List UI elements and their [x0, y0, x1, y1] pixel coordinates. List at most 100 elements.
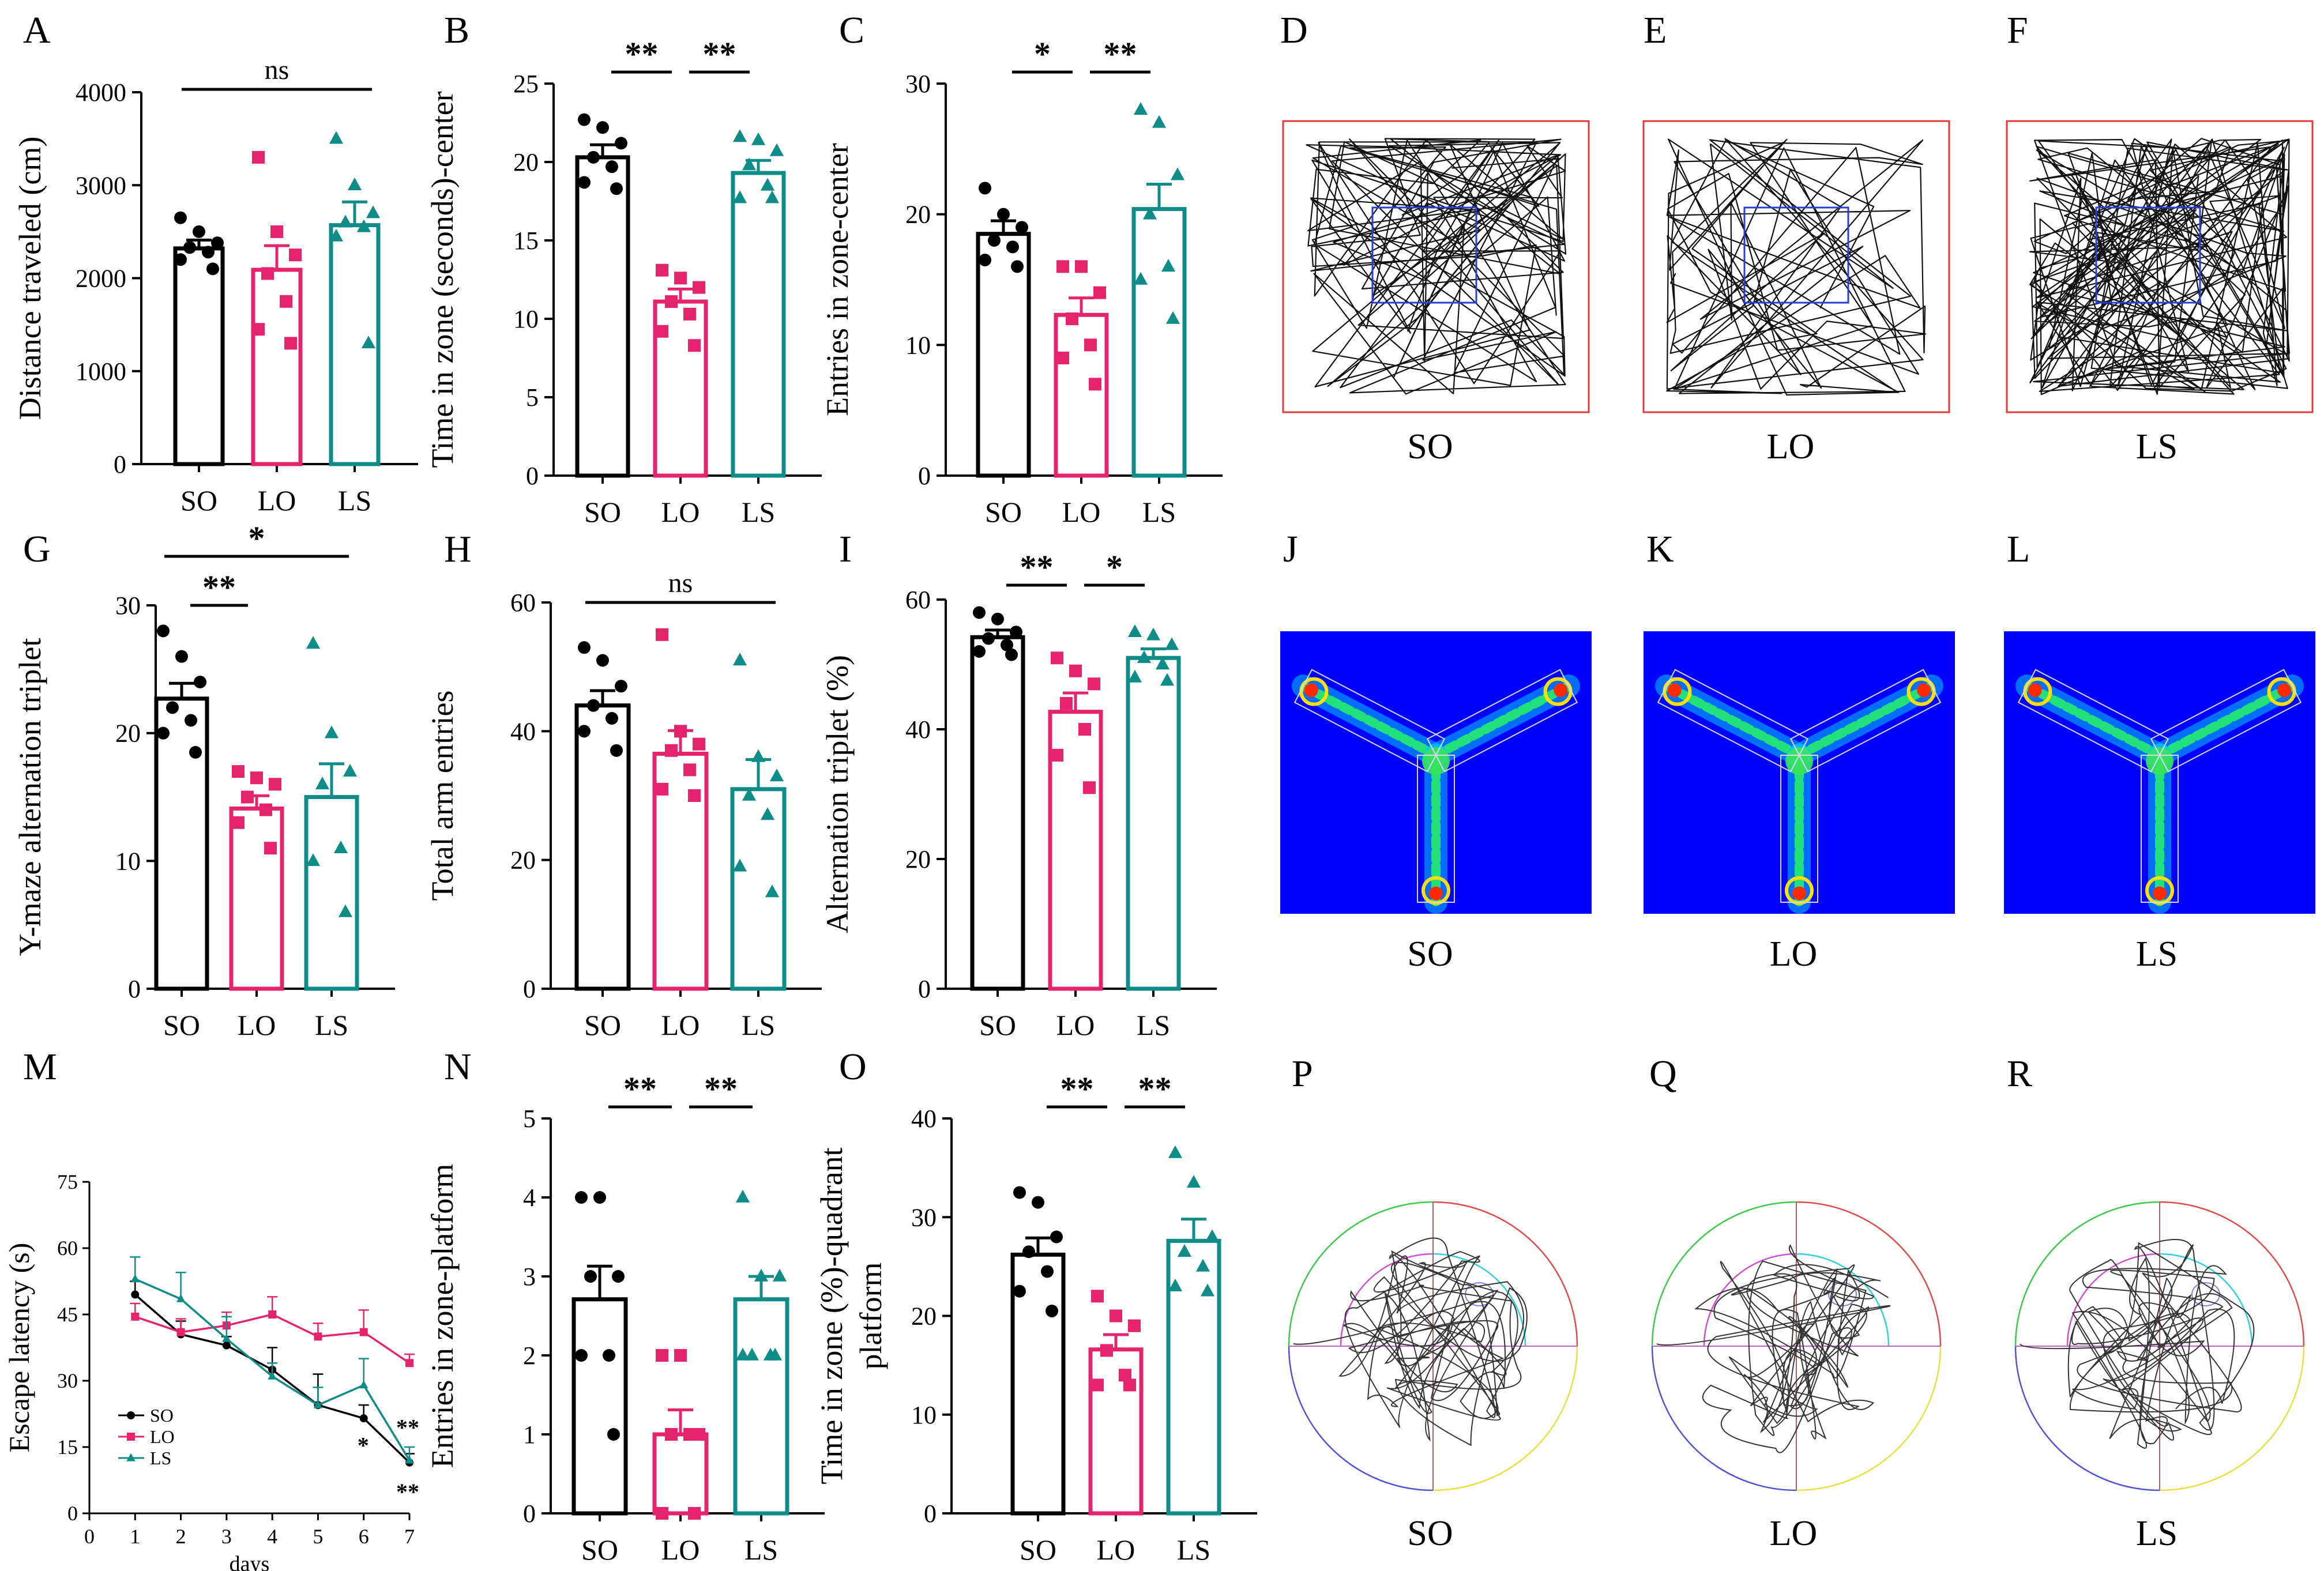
trajectory-path	[1306, 138, 1567, 395]
pool-arc-sw	[2014, 1346, 2160, 1491]
pool-arc-nw	[1651, 1201, 1797, 1347]
data-point-LO	[656, 782, 668, 796]
y-tick-label: 0	[526, 462, 539, 490]
data-point-LO	[314, 1332, 322, 1341]
data-point-LO	[674, 725, 687, 738]
data-point-SO	[973, 645, 986, 658]
data-point-LS	[356, 219, 371, 232]
x-tick-label-LS: LS	[338, 484, 371, 517]
data-point-SO	[578, 641, 591, 654]
data-point-LO	[1100, 1344, 1113, 1357]
y-tick-label: 40	[510, 717, 536, 745]
data-point-LS	[1137, 650, 1152, 664]
data-point-LS	[1127, 669, 1142, 683]
pool-arc-nw	[2014, 1201, 2160, 1347]
bar-LS	[733, 1297, 789, 1516]
data-point-SO	[988, 234, 1001, 247]
data-point-LO	[693, 737, 705, 751]
panel-N: N 0 1 2 3 4 5 SO LO LS ** ** Entries in zone-platfor…	[425, 1046, 825, 1566]
y-tick-label: 60	[510, 589, 536, 617]
x-tick-label-LO: LO	[238, 1009, 276, 1041]
data-point-LO	[1091, 1378, 1104, 1392]
data-point-SO	[222, 1341, 231, 1350]
significance-label: **	[396, 1415, 419, 1441]
caption-LS: LS	[2136, 1514, 2178, 1553]
swim-path	[2020, 1238, 2255, 1449]
data-point-LO	[284, 337, 297, 350]
y-tick-label: 15	[513, 227, 539, 255]
x-tick-label-LO: LO	[1056, 1009, 1095, 1041]
data-point-SO	[979, 254, 991, 266]
panel-label-A: A	[23, 9, 51, 51]
pool-arc-sw	[1651, 1346, 1797, 1491]
y-tick-label: 20	[905, 845, 931, 873]
data-point-SO	[174, 253, 187, 266]
pool-arc-se	[2159, 1346, 2305, 1491]
data-point-LS	[1152, 115, 1167, 128]
panel-K: K LO	[1644, 528, 1955, 974]
panel-label-E: E	[1644, 9, 1667, 51]
panel-label-I: I	[839, 528, 852, 570]
y-axis-label: Entries in zone-center	[820, 143, 855, 416]
y-tick-label: 4000	[76, 78, 126, 107]
data-point-LO	[1056, 352, 1069, 364]
data-point-LS	[742, 788, 757, 801]
bar-LS	[1131, 207, 1187, 478]
data-point-SO	[183, 241, 196, 254]
data-point-LS	[338, 214, 353, 228]
panel-label-D: D	[1280, 9, 1308, 51]
data-point-LO	[280, 295, 292, 308]
data-point-SO	[131, 1290, 140, 1299]
data-point-LO	[232, 765, 245, 778]
y-tick-label: 2	[523, 1342, 536, 1370]
bar-SO	[575, 155, 630, 478]
y-tick-label: 5	[526, 383, 539, 412]
hotspot-halo	[2267, 677, 2296, 706]
pool-arc-nw	[1288, 1201, 1434, 1347]
legend-marker-LO	[127, 1433, 135, 1441]
data-point-SO	[1032, 1196, 1044, 1209]
bar-LO	[1088, 1347, 1144, 1516]
data-point-LS	[361, 336, 376, 349]
x-axis-label: days	[230, 1552, 270, 1571]
x-tick-label-LS: LS	[744, 1534, 778, 1566]
data-point-LO	[665, 744, 678, 757]
x-tick-label-LO: LO	[661, 496, 700, 528]
hotspot	[1554, 683, 1568, 698]
data-point-LO	[261, 267, 274, 280]
data-point-LO	[1088, 677, 1100, 691]
data-point-LS	[329, 131, 344, 144]
data-point-LO	[1089, 378, 1101, 391]
center-zone	[1371, 206, 1477, 304]
pool-arc-ne	[1796, 1201, 1942, 1347]
data-point-SO	[1006, 240, 1019, 254]
bar-LS	[1126, 655, 1181, 991]
y-tick-label: 40	[905, 715, 931, 744]
y-tick-label: 30	[905, 70, 931, 98]
hotspot-halo	[2145, 876, 2174, 905]
data-point-SO	[1013, 1186, 1026, 1199]
data-point-LO	[688, 1507, 701, 1520]
data-point-SO	[578, 725, 591, 738]
data-point-SO	[596, 654, 609, 667]
data-point-SO	[979, 182, 991, 195]
data-point-SO	[175, 650, 188, 663]
y-axis-label: Distance traveled (cm)	[13, 137, 47, 420]
data-point-SO	[587, 699, 600, 712]
y-tick-label: 45	[57, 1303, 78, 1326]
y-tick-label: 25	[513, 70, 539, 98]
legend-label-SO: SO	[150, 1405, 174, 1426]
panel-label-C: C	[839, 9, 864, 51]
data-point-SO	[584, 1270, 597, 1283]
center-zone	[2095, 206, 2201, 304]
data-point-LO	[1084, 338, 1097, 352]
data-point-SO	[185, 714, 197, 727]
x-tick-label-LS: LS	[1177, 1534, 1210, 1566]
panel-A: A 0 1000 2000 3000 4000 SO LO LS ns Distance trave…	[13, 9, 418, 517]
x-tick-label-LS: LS	[1142, 496, 1176, 528]
panel-F: F LS	[2006, 9, 2314, 466]
data-point-LO	[688, 339, 701, 352]
maze-arm-outline	[2150, 669, 2302, 773]
panel-L: L LS	[2004, 528, 2315, 974]
